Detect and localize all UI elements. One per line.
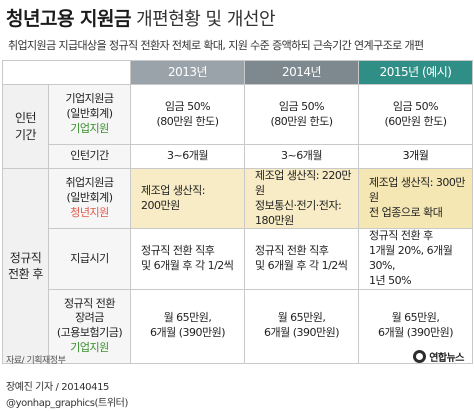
header-blank xyxy=(2,60,131,85)
yonhap-logo: 연합뉴스 xyxy=(413,349,464,364)
row-label-job-support: 취업지원금 (일반회계) 청년지원 xyxy=(48,167,131,230)
tag-company-support-2: 기업지원 xyxy=(70,341,109,355)
cell-support-2013: 임금 50% (80만원 한도) xyxy=(130,84,245,145)
credit-handle: @yonhap_graphics(트위터) xyxy=(6,398,128,409)
cell-job-2014: 제조업 생산직: 220만원 정보통신·전기·전자: 180만원 xyxy=(244,167,359,230)
row-label-intern-period: 인턴기간 xyxy=(48,144,131,169)
cell-incentive-2013: 월 65만원, 6개월 (390만원) xyxy=(130,288,245,364)
credit-name: 장예진 기자 / 20140415 xyxy=(6,382,110,393)
yonhap-logo-text: 연합뉴스 xyxy=(429,353,464,364)
row-label-conversion-incentive: 정규직 전환 장려금 (고용보험기금) 기업지원 xyxy=(48,288,131,364)
row-label-company-support: 기업지원금 (일반회계) 기업지원 xyxy=(48,84,131,145)
column-header-2014: 2014년 xyxy=(244,60,359,85)
cell-job-2015: 제조업 생산직: 300만원 전 업종으로 확대 xyxy=(358,167,473,230)
cell-incentive-2014: 월 65만원, 6개월 (390만원) xyxy=(244,288,359,364)
group-regular: 정규직 전환 후 xyxy=(2,168,49,364)
source-note: 자료/ 기획재정부 xyxy=(6,356,66,366)
row-label-payment-timing: 지급시기 xyxy=(48,228,131,290)
group-intern: 인턴 기간 xyxy=(2,84,49,169)
comparison-table: 2013년 2014년 2015년 (예시) 인턴 기간 기업지원금 (일반회계… xyxy=(2,60,473,364)
page-title: 청년고용 지원금 개편현황 및 개선안 xyxy=(6,4,276,32)
cell-support-2014: 임금 50% (80만원 한도) xyxy=(244,84,359,145)
cell-timing-2014: 정규직 전환 직후 및 6개월 후 각 1/2씩 xyxy=(244,228,359,290)
column-header-2013: 2013년 xyxy=(130,60,245,85)
cell-support-2015: 임금 50% (60만원 한도) xyxy=(358,84,473,145)
subtitle: 취업지원금 지급대상을 정규직 전환자 전체로 확대, 지원 수준 증액하되 근… xyxy=(8,39,424,52)
cell-period-2013: 3~6개월 xyxy=(130,144,245,169)
cell-job-2013: 제조업 생산직: 200만원 xyxy=(130,167,245,230)
yonhap-logo-icon xyxy=(413,350,427,363)
cell-period-2015: 3개월 xyxy=(358,144,473,169)
tag-youth-support: 청년지원 xyxy=(70,206,109,220)
title-bold: 청년고용 지원금 xyxy=(6,8,131,30)
cell-timing-2015: 정규직 전환 후 1개월 20%, 6개월 30%, 1년 50% xyxy=(358,228,473,290)
column-header-2015: 2015년 (예시) xyxy=(358,60,473,85)
cell-timing-2013: 정규직 전환 직후 및 6개월 후 각 1/2씩 xyxy=(130,228,245,290)
tag-company-support: 기업지원 xyxy=(70,121,109,135)
cell-period-2014: 3~6개월 xyxy=(244,144,359,169)
title-rest: 개편현황 및 개선안 xyxy=(136,9,276,30)
